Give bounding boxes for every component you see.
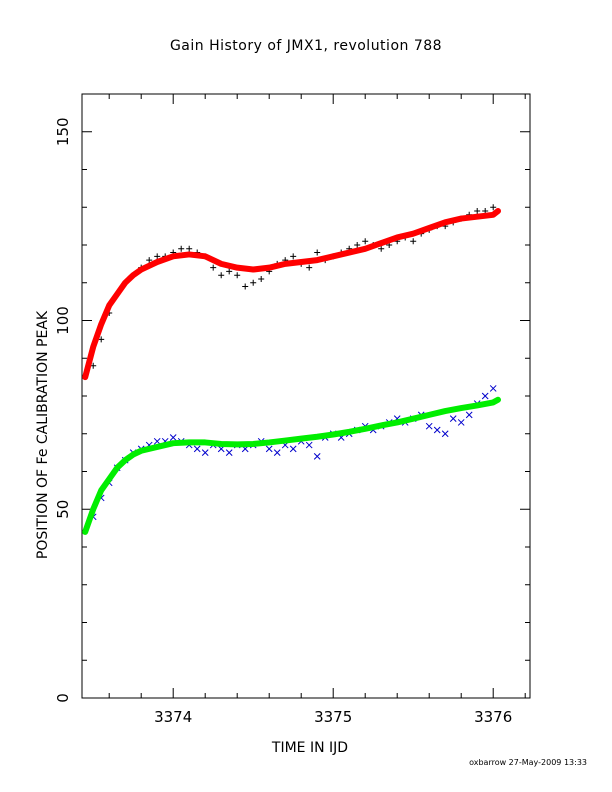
fit-line-3 — [82, 396, 501, 535]
footer-stamp: oxbarrow 27-May-2009 13:33 — [469, 758, 587, 767]
data-point-1 — [169, 434, 177, 441]
data-point-0 — [242, 283, 249, 290]
data-point-1 — [273, 449, 281, 456]
data-point-0 — [474, 208, 481, 215]
data-point-0 — [226, 268, 233, 275]
data-point-1 — [305, 441, 313, 449]
x-tick-label: 3375 — [314, 708, 352, 726]
chart-title: Gain History of JMX1, revolution 788 — [169, 38, 443, 54]
x-axis-label: TIME IN IJD — [271, 740, 349, 756]
data-point-0 — [218, 272, 225, 279]
data-point-1 — [441, 430, 449, 438]
data-point-1 — [153, 437, 161, 445]
data-point-1 — [201, 449, 209, 456]
data-point-0 — [210, 264, 217, 271]
x-tick-label: 3376 — [474, 708, 512, 726]
data-point-0 — [178, 245, 185, 252]
data-point-1 — [489, 385, 497, 392]
data-point-0 — [314, 249, 321, 256]
data-point-1 — [449, 415, 457, 423]
data-point-0 — [410, 238, 417, 245]
data-point-0 — [258, 275, 265, 282]
data-point-0 — [154, 253, 161, 260]
data-point-1 — [313, 453, 321, 460]
y-tick-label: 150 — [54, 117, 72, 146]
x-tick-label: 3374 — [154, 708, 192, 726]
data-point-0 — [146, 257, 153, 264]
data-point-1 — [225, 449, 233, 456]
data-point-1 — [425, 422, 433, 430]
data-point-0 — [362, 238, 369, 245]
y-tick-label: 100 — [54, 306, 72, 335]
data-point-0 — [490, 204, 497, 211]
data-point-0 — [250, 279, 257, 286]
data-point-0 — [186, 245, 193, 252]
data-point-1 — [265, 445, 273, 453]
data-point-1 — [433, 426, 441, 434]
data-point-1 — [193, 445, 201, 453]
y-axis-label: POSITION OF Fe CALIBRATION PEAK — [35, 310, 51, 560]
data-point-1 — [481, 392, 489, 400]
fit-line-2 — [82, 208, 501, 381]
data-point-1 — [289, 445, 297, 453]
y-tick-label: 50 — [54, 500, 72, 519]
y-tick-label: 0 — [54, 693, 72, 703]
data-point-0 — [234, 272, 241, 279]
data-point-0 — [98, 336, 105, 343]
data-point-0 — [306, 264, 313, 271]
data-point-0 — [378, 245, 385, 252]
plot-frame — [81, 93, 531, 699]
data-point-0 — [354, 242, 361, 248]
data-point-0 — [290, 253, 297, 260]
data-point-1 — [465, 411, 473, 419]
data-point-1 — [457, 419, 465, 426]
